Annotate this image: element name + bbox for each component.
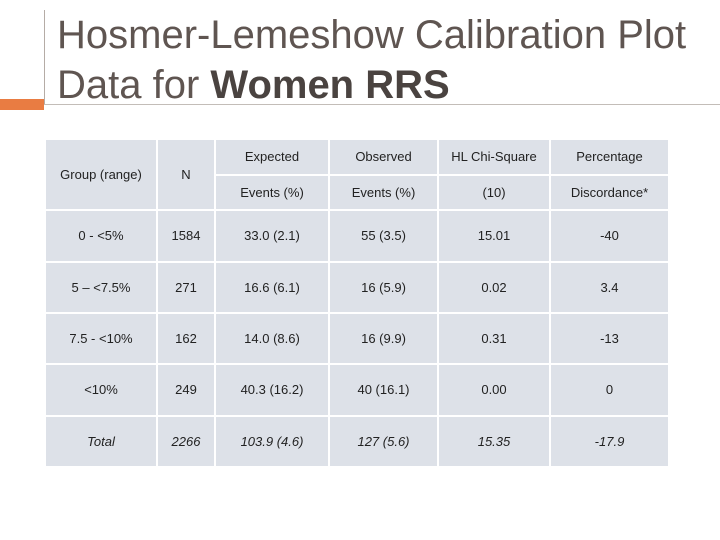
cell-group: 7.5 - <10% xyxy=(46,313,156,364)
table-row: 5 – <7.5% 271 16.6 (6.1) 16 (5.9) 0.02 3… xyxy=(46,262,668,312)
slide-title: Hosmer-Lemeshow Calibration Plot Data fo… xyxy=(57,10,707,110)
header-expected-top: Expected xyxy=(216,140,328,174)
cell-hl: 0.31 xyxy=(439,313,549,364)
cell-observed: 16 (9.9) xyxy=(330,313,437,364)
cell-observed: 16 (5.9) xyxy=(330,262,437,312)
title-line1: Hosmer-Lemeshow Calibration Plot xyxy=(57,13,687,57)
cell-observed: 40 (16.1) xyxy=(330,365,437,415)
title-divider-horizontal xyxy=(44,104,720,105)
table-row-total: Total 2266 103.9 (4.6) 127 (5.6) 15.35 -… xyxy=(46,416,668,466)
header-hl-bottom: (10) xyxy=(439,175,549,210)
table-row: 0 - <5% 1584 33.0 (2.1) 55 (3.5) 15.01 -… xyxy=(46,211,668,261)
title-line2-prefix: Data for xyxy=(57,63,211,107)
header-hl-top: HL Chi-Square xyxy=(439,140,549,174)
cell-observed: 127 (5.6) xyxy=(330,416,437,466)
cell-expected: 103.9 (4.6) xyxy=(216,416,328,466)
cell-n: 162 xyxy=(158,313,214,364)
cell-group: 0 - <5% xyxy=(46,211,156,261)
accent-bar xyxy=(0,99,44,110)
title-line2-bold: Women RRS xyxy=(210,63,450,107)
cell-hl: 0.00 xyxy=(439,365,549,415)
cell-hl: 0.02 xyxy=(439,262,549,312)
cell-pct: 0 xyxy=(551,365,668,415)
header-pct-bottom: Discordance* xyxy=(551,175,668,210)
cell-hl: 15.01 xyxy=(439,211,549,261)
calibration-table: Group (range) N Expected Observed HL Chi… xyxy=(44,138,670,468)
cell-n: 1584 xyxy=(158,211,214,261)
cell-group: <10% xyxy=(46,365,156,415)
cell-group: Total xyxy=(46,416,156,466)
header-observed-bottom: Events (%) xyxy=(330,175,437,210)
cell-hl: 15.35 xyxy=(439,416,549,466)
header-pct-top: Percentage xyxy=(551,140,668,174)
table-header-row-2: Events (%) Events (%) (10) Discordance* xyxy=(46,175,668,210)
table-row: <10% 249 40.3 (16.2) 40 (16.1) 0.00 0 xyxy=(46,365,668,415)
cell-expected: 16.6 (6.1) xyxy=(216,262,328,312)
cell-n: 249 xyxy=(158,365,214,415)
header-expected-bottom: Events (%) xyxy=(216,175,328,210)
header-group: Group (range) xyxy=(46,140,156,210)
cell-group: 5 – <7.5% xyxy=(46,262,156,312)
cell-observed: 55 (3.5) xyxy=(330,211,437,261)
header-observed-top: Observed xyxy=(330,140,437,174)
cell-pct: -40 xyxy=(551,211,668,261)
title-divider-vertical xyxy=(44,10,45,105)
table-header-row: Group (range) N Expected Observed HL Chi… xyxy=(46,140,668,210)
cell-pct: 3.4 xyxy=(551,262,668,312)
table-row: 7.5 - <10% 162 14.0 (8.6) 16 (9.9) 0.31 … xyxy=(46,313,668,364)
cell-expected: 14.0 (8.6) xyxy=(216,313,328,364)
cell-pct: -17.9 xyxy=(551,416,668,466)
cell-expected: 33.0 (2.1) xyxy=(216,211,328,261)
cell-expected: 40.3 (16.2) xyxy=(216,365,328,415)
header-n: N xyxy=(158,140,214,210)
cell-n: 271 xyxy=(158,262,214,312)
cell-pct: -13 xyxy=(551,313,668,364)
cell-n: 2266 xyxy=(158,416,214,466)
